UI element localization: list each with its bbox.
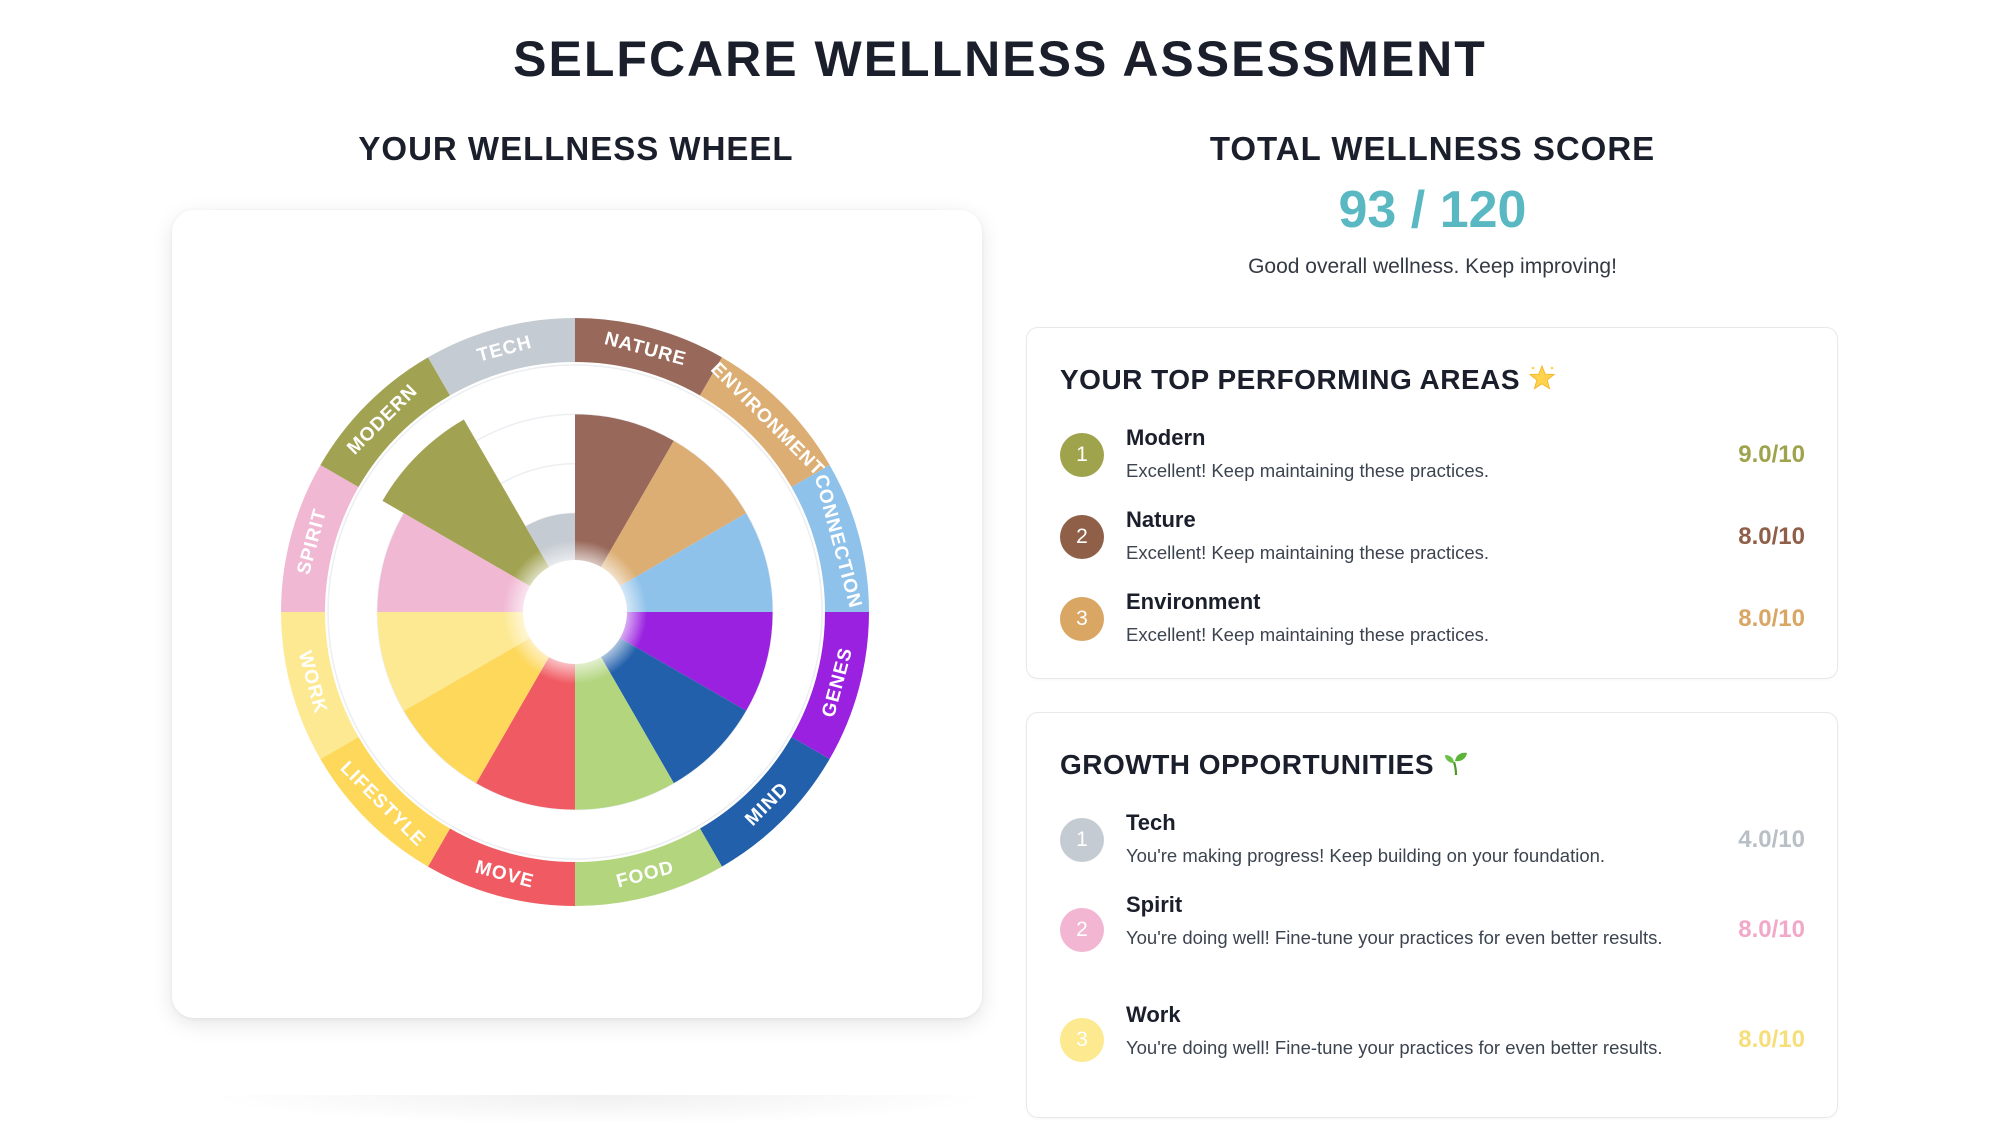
rank-badge: 3: [1060, 1018, 1104, 1062]
top-areas-heading: YOUR TOP PERFORMING AREAS: [1060, 364, 1556, 399]
rank-badge: 2: [1060, 908, 1104, 952]
area-name: Work: [1126, 1002, 1181, 1027]
growth-heading: GROWTH OPPORTUNITIES: [1060, 749, 1470, 784]
area-score: 8.0/10: [1738, 523, 1805, 550]
area-score: 4.0/10: [1738, 826, 1805, 853]
ring-segment-environment: [700, 357, 830, 487]
growth-item-1: 1 Tech You're making progress! Keep buil…: [1060, 810, 1805, 870]
total-score-title: TOTAL WELLNESS SCORE: [1209, 130, 1656, 167]
top-area-item-3: 3 Environment Excellent! Keep maintainin…: [1060, 589, 1805, 649]
area-score: 8.0/10: [1738, 1026, 1805, 1053]
area-description: Excellent! Keep maintaining these practi…: [1126, 542, 1490, 563]
rank-badge: 1: [1060, 433, 1104, 477]
area-description: You're doing well! Fine-tune your practi…: [1126, 927, 1663, 948]
grid-ring: [327, 364, 823, 860]
ring-segment-mind: [700, 737, 830, 867]
wellness-wheel-chart: NATUREENVIRONMENTCONNECTIONGENESMINDFOOD…: [281, 318, 869, 906]
bottom-shadow: [200, 1095, 1000, 1125]
total-score-value: 93 / 120: [1338, 181, 1527, 239]
star-icon: [1528, 364, 1556, 399]
area-score: 8.0/10: [1738, 605, 1805, 632]
area-score: 9.0/10: [1738, 441, 1805, 468]
area-name: Tech: [1126, 810, 1176, 835]
area-name: Environment: [1126, 589, 1261, 614]
area-name: Spirit: [1126, 892, 1183, 917]
ring-segment-work: [281, 612, 359, 759]
wheel-title: YOUR WELLNESS WHEEL: [358, 130, 794, 167]
ring-segment-food: [575, 828, 722, 906]
ring-segment-genes: [791, 612, 869, 759]
ring-segment-move: [428, 828, 575, 906]
seedling-icon: [1442, 749, 1470, 784]
area-description: You're making progress! Keep building on…: [1126, 845, 1606, 866]
area-description: Excellent! Keep maintaining these practi…: [1126, 624, 1490, 645]
top-areas-panel: YOUR TOP PERFORMING AREAS 1 Modern Excel…: [1026, 327, 1838, 679]
ring-segment-lifestyle: [320, 737, 450, 867]
top-area-item-2: 2 Nature Excellent! Keep maintaining the…: [1060, 507, 1805, 567]
ring-segment-spirit: [281, 465, 359, 612]
growth-item-2: 2 Spirit You're doing well! Fine-tune yo…: [1060, 892, 1805, 982]
page-title: SELFCARE WELLNESS ASSESSMENT: [513, 31, 1487, 87]
total-score-message: Good overall wellness. Keep improving!: [1248, 255, 1617, 278]
wellness-wheel-card: NATURE ENVIRONMENT CONNECTION GENES MIND FOOD…: [172, 210, 982, 1018]
top-area-item-1: 1 Modern Excellent! Keep maintaining the…: [1060, 425, 1805, 485]
rank-badge: 1: [1060, 818, 1104, 862]
area-name: Nature: [1126, 507, 1196, 532]
ring-segment-nature: [575, 318, 722, 396]
ring-segment-tech: [428, 318, 575, 396]
area-name: Modern: [1126, 425, 1206, 450]
area-description: You're doing well! Fine-tune your practi…: [1126, 1037, 1663, 1058]
wheel-center: [523, 560, 627, 664]
area-score: 8.0/10: [1738, 916, 1805, 943]
ring-label-environment: ENVIRONMENT: [706, 359, 828, 481]
ring-label-lifestyle: LIFESTYLE: [336, 758, 430, 852]
growth-heading-text: GROWTH OPPORTUNITIES: [1060, 749, 1434, 780]
top-areas-heading-text: YOUR TOP PERFORMING AREAS: [1060, 364, 1521, 395]
ring-segment-connection: [791, 465, 869, 612]
growth-item-3: 3 Work You're doing well! Fine-tune your…: [1060, 1002, 1805, 1092]
ring-segment-modern: [320, 357, 450, 487]
area-description: Excellent! Keep maintaining these practi…: [1126, 460, 1490, 481]
rank-badge: 3: [1060, 597, 1104, 641]
rank-badge: 2: [1060, 515, 1104, 559]
growth-panel: GROWTH OPPORTUNITIES 1 Tech You're makin…: [1026, 712, 1838, 1118]
